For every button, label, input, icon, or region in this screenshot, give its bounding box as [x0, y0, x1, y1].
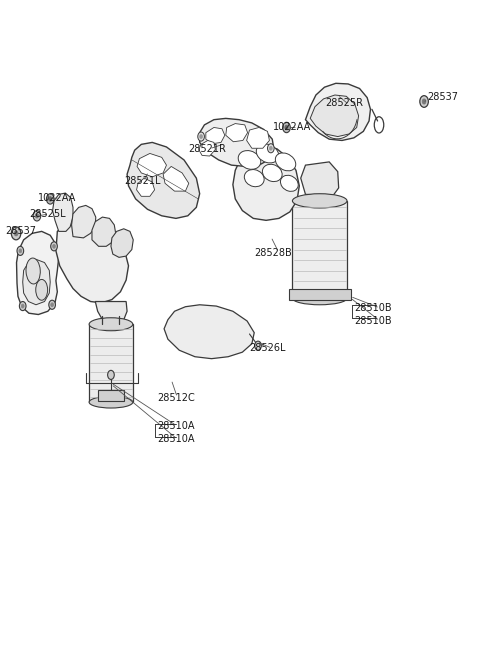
Ellipse shape [48, 196, 52, 201]
Ellipse shape [280, 176, 298, 191]
Polygon shape [163, 166, 189, 191]
Ellipse shape [238, 151, 261, 169]
Polygon shape [111, 229, 133, 257]
Text: 28521R: 28521R [188, 144, 226, 154]
Ellipse shape [47, 194, 54, 204]
Ellipse shape [19, 301, 26, 310]
Ellipse shape [263, 164, 282, 181]
Ellipse shape [49, 300, 56, 309]
Text: 28537: 28537 [5, 227, 36, 236]
Ellipse shape [292, 291, 347, 305]
Polygon shape [310, 95, 359, 136]
Text: 28525L: 28525L [29, 209, 65, 219]
Polygon shape [127, 142, 200, 218]
Ellipse shape [269, 146, 272, 150]
Text: 28525R: 28525R [325, 98, 363, 109]
Text: 28521L: 28521L [124, 176, 160, 187]
Polygon shape [301, 162, 339, 196]
Polygon shape [226, 124, 248, 141]
Polygon shape [92, 217, 116, 246]
Ellipse shape [244, 170, 264, 187]
Polygon shape [233, 145, 300, 220]
Polygon shape [137, 153, 167, 177]
Polygon shape [200, 119, 274, 166]
Text: 28537: 28537 [427, 92, 458, 102]
Ellipse shape [26, 258, 40, 284]
Ellipse shape [21, 304, 24, 308]
Ellipse shape [17, 246, 24, 255]
Text: 28510A: 28510A [157, 434, 194, 444]
Polygon shape [72, 206, 96, 238]
Polygon shape [199, 140, 216, 156]
Polygon shape [137, 178, 155, 196]
Polygon shape [206, 128, 225, 143]
Ellipse shape [267, 143, 274, 153]
Text: 1022AA: 1022AA [273, 122, 312, 132]
Ellipse shape [198, 132, 204, 141]
Text: 28526L: 28526L [250, 343, 286, 353]
Polygon shape [289, 289, 350, 299]
Polygon shape [96, 301, 127, 324]
Ellipse shape [14, 231, 18, 236]
Polygon shape [53, 193, 73, 231]
Text: 28512C: 28512C [157, 392, 195, 403]
Polygon shape [23, 259, 50, 305]
Ellipse shape [283, 122, 290, 133]
Ellipse shape [108, 370, 114, 379]
Text: 28510B: 28510B [354, 303, 392, 313]
Polygon shape [56, 222, 129, 303]
Ellipse shape [53, 244, 56, 248]
Polygon shape [247, 128, 269, 148]
Ellipse shape [285, 125, 288, 130]
Ellipse shape [292, 194, 347, 208]
Polygon shape [292, 201, 347, 298]
Ellipse shape [420, 96, 428, 107]
Polygon shape [164, 305, 254, 359]
Polygon shape [16, 231, 59, 314]
Polygon shape [89, 324, 133, 402]
Ellipse shape [89, 396, 133, 408]
Ellipse shape [255, 341, 261, 350]
Ellipse shape [19, 249, 22, 253]
Text: 28510A: 28510A [157, 421, 194, 431]
Text: 1022AA: 1022AA [38, 193, 77, 202]
Ellipse shape [276, 153, 296, 171]
Polygon shape [305, 83, 371, 140]
Text: 28528B: 28528B [254, 248, 292, 258]
Ellipse shape [256, 144, 279, 163]
Ellipse shape [12, 227, 21, 240]
Ellipse shape [33, 211, 41, 221]
Text: 28510B: 28510B [354, 316, 392, 326]
Ellipse shape [422, 99, 426, 104]
Ellipse shape [36, 280, 48, 300]
Ellipse shape [35, 214, 38, 218]
Ellipse shape [51, 303, 54, 307]
Ellipse shape [200, 135, 203, 138]
Ellipse shape [89, 318, 133, 331]
Ellipse shape [51, 242, 57, 251]
Polygon shape [97, 390, 124, 401]
